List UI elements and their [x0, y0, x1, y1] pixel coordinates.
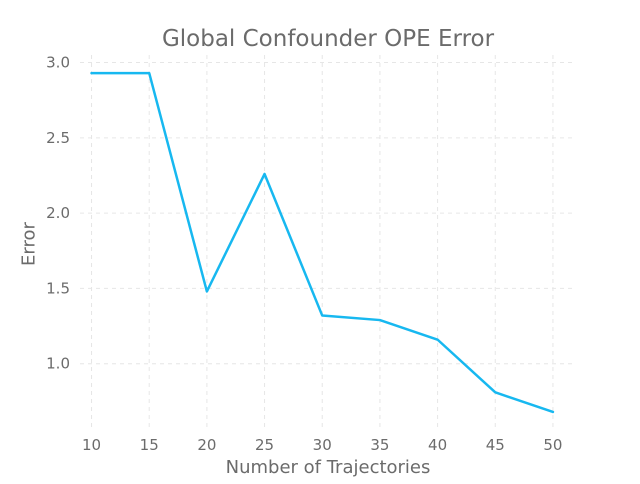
y-tick-label: 3.0 [46, 54, 70, 72]
y-tick-label: 1.5 [46, 279, 70, 297]
x-tick-label: 10 [82, 436, 101, 454]
y-tick-label: 1.0 [46, 355, 70, 373]
x-tick-label: 45 [486, 436, 505, 454]
x-tick-label: 30 [313, 436, 332, 454]
y-tick-label: 2.5 [46, 129, 70, 147]
x-tick-label: 35 [370, 436, 389, 454]
series-line [90, 71, 555, 414]
x-axis-label: Number of Trajectories [225, 457, 431, 478]
chart-title: Global Confounder OPE Error [161, 26, 495, 52]
y-axis-label: Error [18, 222, 40, 266]
x-tick-label: 50 [543, 436, 562, 454]
x-tick-label: 15 [140, 436, 159, 454]
y-tick-label: 2.0 [46, 204, 70, 222]
x-tick-label: 40 [428, 436, 447, 454]
x-tick-label: 25 [255, 436, 274, 454]
x-tick-label: 20 [197, 436, 216, 454]
